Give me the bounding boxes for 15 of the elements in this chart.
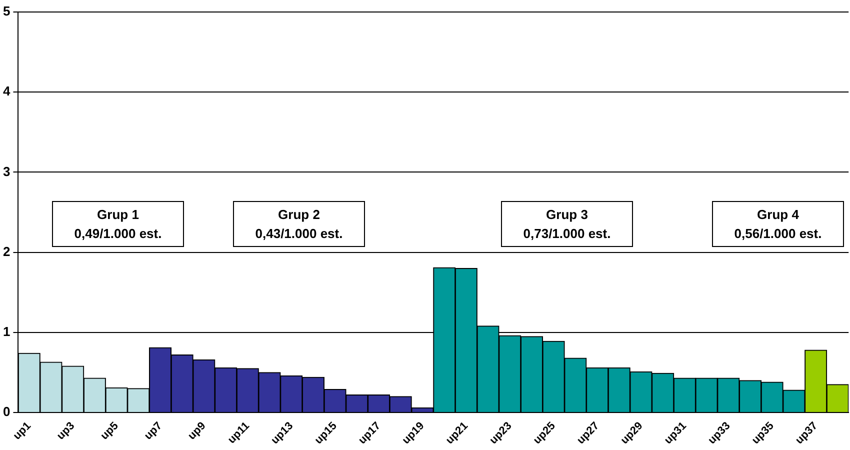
y-tick-label: 1 bbox=[2, 324, 10, 339]
x-tick-label: up3 bbox=[54, 420, 78, 442]
y-tick-label: 4 bbox=[2, 84, 11, 99]
x-tick-label: up9 bbox=[186, 420, 208, 442]
y-tick-label: 3 bbox=[2, 164, 10, 179]
y-tick-label: 0 bbox=[2, 404, 10, 420]
annotation: Grup 3 0,73/1.000 est. bbox=[501, 201, 633, 247]
x-tick-label: up7 bbox=[142, 420, 165, 442]
y-tick-label: 2 bbox=[2, 244, 10, 259]
annotation: Grup 4 0,56/1.000 est. bbox=[712, 201, 844, 247]
y-tick-label: 5 bbox=[2, 4, 10, 19]
x-tick-label: up1 bbox=[11, 420, 34, 442]
x-tick-label: up5 bbox=[98, 420, 121, 442]
annotation: Grup 2 0,43/1.000 est. bbox=[233, 201, 365, 247]
annotation: Grup 1 0,49/1.000 est. bbox=[52, 201, 184, 247]
